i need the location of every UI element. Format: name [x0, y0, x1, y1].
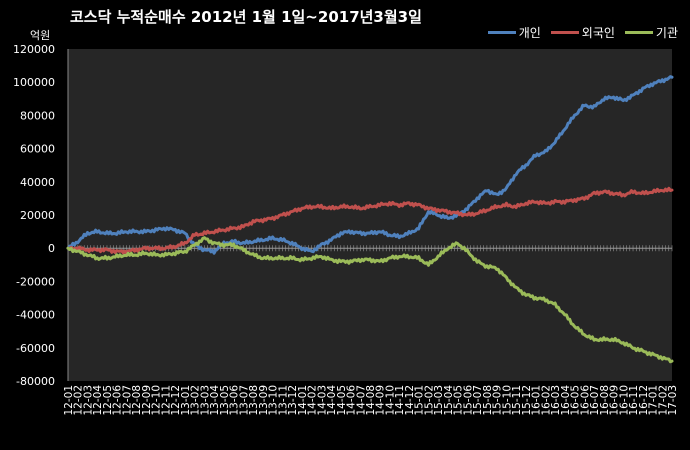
x-tick-label: 16-04 — [560, 385, 572, 416]
legend: 개인 외국인 기관 — [487, 24, 678, 41]
legend-label-foreign: 외국인 — [581, 26, 615, 40]
legend-label-individual: 개인 — [518, 26, 541, 40]
x-tick-label: 15-05 — [453, 385, 465, 416]
x-tick-label: 15-02 — [423, 385, 435, 416]
y-tick-label: -60000 — [16, 342, 55, 355]
x-tick-label: 16-12 — [638, 385, 650, 416]
y-tick-label: 100000 — [13, 76, 55, 89]
x-tick-label: 12-05 — [102, 385, 114, 416]
x-tick-label: 17-02 — [657, 385, 669, 416]
y-tick-label: 80000 — [20, 109, 55, 122]
y-tick-label: 20000 — [20, 209, 55, 222]
x-tick-label: 16-08 — [599, 385, 611, 416]
x-tick-label: 12-08 — [131, 385, 143, 416]
x-tick-label: 16-03 — [550, 385, 562, 416]
x-tick-label: 14-11 — [394, 385, 406, 416]
x-tick-label: 12-10 — [151, 385, 163, 416]
chart-title: 코스닥 누적순매수 2012년 1월 1일~2017년3월3일 — [70, 8, 422, 26]
plot-area — [68, 49, 672, 381]
legend-item-institution: 기관 — [624, 24, 678, 41]
series-line-0 — [66, 75, 674, 255]
x-tick-label: 15-01 — [414, 385, 426, 416]
x-tick-label: 12-11 — [160, 385, 172, 416]
x-tick-label: 16-10 — [618, 385, 630, 416]
x-tick-label: 15-11 — [511, 385, 523, 416]
series-lines — [66, 75, 674, 364]
legend-swatch-institution — [624, 31, 653, 34]
x-tick-label: 16-07 — [589, 385, 601, 416]
x-tick-label: 14-07 — [355, 385, 367, 416]
x-tick-label: 16-11 — [628, 385, 640, 416]
x-tick-label: 12-06 — [112, 385, 124, 416]
x-tick-label: 16-01 — [531, 385, 543, 416]
x-tick-label: 13-05 — [219, 385, 231, 416]
x-tick-label: 15-07 — [472, 385, 484, 416]
x-tick-label: 14-02 — [307, 385, 319, 416]
x-tick-label: 13-10 — [268, 385, 280, 416]
x-tick-label: 13-12 — [287, 385, 299, 416]
x-tick-label: 12-03 — [82, 385, 94, 416]
x-tick-label: 14-06 — [346, 385, 358, 416]
x-tick-label: 16-09 — [609, 385, 621, 416]
x-tick-label: 15-12 — [521, 385, 533, 416]
x-tick-label: 12-09 — [141, 385, 153, 416]
legend-swatch-individual — [487, 31, 516, 34]
y-tick-label: -40000 — [16, 309, 55, 322]
x-tick-label: 13-09 — [258, 385, 270, 416]
x-tick-label: 15-09 — [492, 385, 504, 416]
x-tick-label: 13-07 — [238, 385, 250, 416]
x-tick-label: 14-08 — [365, 385, 377, 416]
series-line-1 — [66, 186, 674, 255]
x-tick-label: 17-03 — [667, 385, 679, 416]
x-tick-label: 15-03 — [433, 385, 445, 416]
x-tick-label: 15-08 — [482, 385, 494, 416]
x-tick-label: 13-11 — [277, 385, 289, 416]
x-tick-label: 13-08 — [248, 385, 260, 416]
x-tick-label: 14-03 — [316, 385, 328, 416]
y-tick-label: 40000 — [20, 176, 55, 189]
y-tick-label: 0 — [48, 242, 55, 255]
x-tick-label: 15-04 — [443, 385, 455, 416]
x-tick-label: 12-07 — [121, 385, 133, 416]
x-tick-label: 13-06 — [229, 385, 241, 416]
x-tick-label: 12-02 — [73, 385, 85, 416]
x-tick-label: 17-01 — [648, 385, 660, 416]
x-tick-label: 13-01 — [180, 385, 192, 416]
x-tick-label: 16-06 — [579, 385, 591, 416]
x-tick-label: 13-04 — [209, 385, 221, 416]
x-tick-label: 14-04 — [326, 385, 338, 416]
legend-item-foreign: 외국인 — [550, 24, 615, 41]
x-tick-label: 12-04 — [92, 385, 104, 416]
x-tick-label: 13-03 — [199, 385, 211, 416]
x-tick-label: 15-06 — [462, 385, 474, 416]
legend-label-institution: 기관 — [655, 26, 678, 40]
x-tick-label: 14-12 — [404, 385, 416, 416]
legend-item-individual: 개인 — [487, 24, 541, 41]
y-axis: 120000 100000 80000 60000 40000 20000 0 -20000 -… — [13, 43, 69, 388]
x-tick-label: 15-10 — [501, 385, 513, 416]
y-tick-label: 60000 — [20, 143, 55, 156]
x-tick-label: 14-01 — [297, 385, 309, 416]
x-tick-label: 14-10 — [384, 385, 396, 416]
legend-swatch-foreign — [550, 31, 579, 34]
x-tick-label: 13-02 — [190, 385, 202, 416]
y-tick-label: 120000 — [13, 43, 55, 56]
series-line-2 — [66, 236, 674, 364]
y-tick-label: -80000 — [16, 375, 55, 388]
x-tick-label: 12-12 — [170, 385, 182, 416]
x-tick-label: 14-05 — [336, 385, 348, 416]
y-axis-unit-label: 억원 — [30, 29, 51, 42]
x-tick-label: 16-02 — [540, 385, 552, 416]
x-tick-label: 16-05 — [570, 385, 582, 416]
x-axis: 12-0112-0212-0312-0412-0512-0612-0712-08… — [63, 245, 679, 416]
y-tick-label: -20000 — [16, 275, 55, 288]
x-tick-label: 12-01 — [63, 385, 75, 416]
x-tick-label: 14-09 — [375, 385, 387, 416]
